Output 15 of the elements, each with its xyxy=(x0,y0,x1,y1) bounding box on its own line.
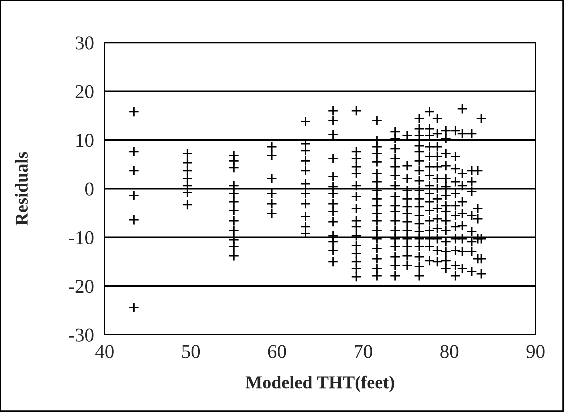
y-tick-label: 0 xyxy=(86,182,94,196)
y-tick-label: 10 xyxy=(76,134,94,148)
x-tick-label: 70 xyxy=(355,345,372,358)
x-tick-label: 50 xyxy=(182,345,200,358)
y-tick-label: 20 xyxy=(76,85,94,98)
y-tick-label: -20 xyxy=(69,280,94,294)
x-axis-title: Modeled THT(feet) xyxy=(246,376,394,392)
y-tick-label: -30 xyxy=(69,328,94,342)
y-axis-title: Residuals xyxy=(15,152,28,226)
x-tick-label: 90 xyxy=(526,345,545,358)
y-tick-label: -10 xyxy=(69,231,94,245)
x-tick-label: 40 xyxy=(96,345,114,358)
y-tick-label: 30 xyxy=(76,36,94,50)
x-tick-label: 60 xyxy=(268,345,286,358)
x-tick-label: 80 xyxy=(440,345,459,358)
